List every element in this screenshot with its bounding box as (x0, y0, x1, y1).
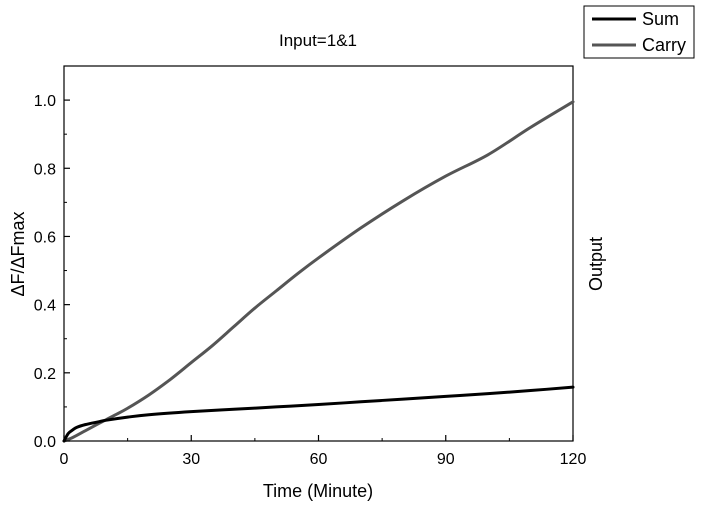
series-layer (62, 100, 575, 443)
legend: Sum Carry (583, 5, 695, 59)
x-tick-label: 90 (437, 451, 455, 468)
y-tick-label: 1.0 (34, 93, 56, 110)
y-tick-label: 0.2 (34, 366, 56, 383)
y-tick-label: 0.4 (34, 298, 56, 315)
x-tick-label: 0 (60, 451, 69, 468)
x-tick-label: 60 (310, 451, 328, 468)
legend-label-sum: Sum (642, 9, 679, 29)
y2-axis-label: Output (586, 237, 606, 291)
carry-line (62, 100, 575, 443)
x-axis-label: Time (Minute) (263, 481, 373, 501)
legend-label-carry: Carry (642, 35, 686, 55)
y-axis-label: ΔF/ΔFmax (8, 211, 28, 296)
y-tick-label: 0.8 (34, 161, 56, 178)
x-tick-label: 30 (182, 451, 200, 468)
x-tick-label: 120 (560, 451, 587, 468)
y-tick-label: 0.6 (34, 229, 56, 246)
chart-title: Input=1&1 (279, 31, 357, 50)
y-axis-ticks: 0.0 0.2 0.4 0.6 0.8 1.0 (34, 65, 70, 451)
sum-line (62, 385, 575, 443)
legend-box (583, 5, 695, 59)
y-tick-label: 0.0 (34, 434, 56, 451)
plot-area (62, 65, 575, 443)
x-axis-ticks: 0 30 60 90 120 (60, 435, 587, 468)
plot-frame (63, 65, 574, 442)
